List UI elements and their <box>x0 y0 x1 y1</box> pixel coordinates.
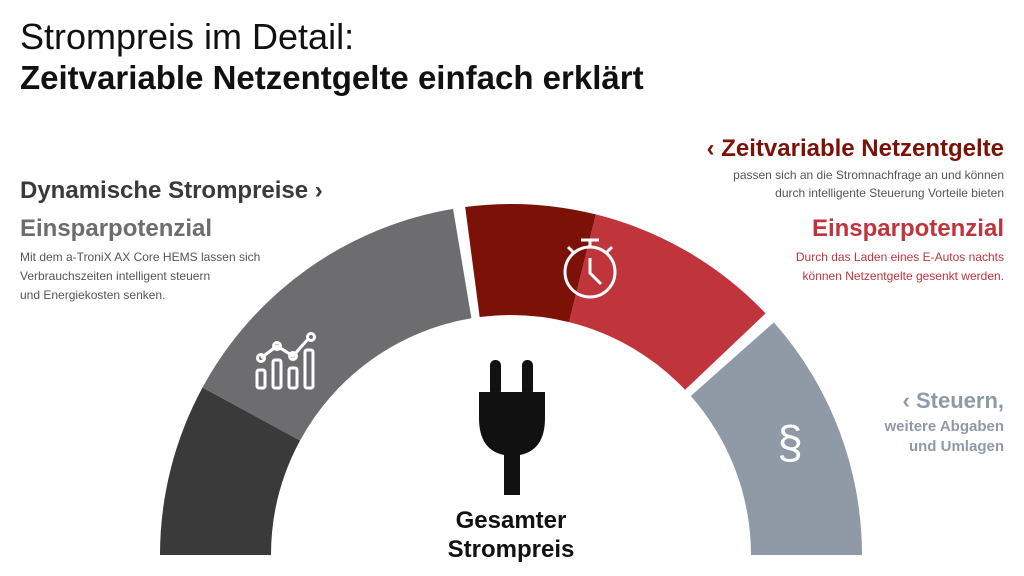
right-heading: ‹ Zeitvariable Netzentgelte <box>707 135 1004 162</box>
left-body: Mit dem a-TroniX AX Core HEMS lassen sic… <box>20 250 260 264</box>
paragraph-icon: § <box>777 416 803 468</box>
right-body2: können Netzentgelte gesenkt werden. <box>803 269 1004 283</box>
gauge-segment <box>569 214 766 390</box>
steuern-line: weitere Abgaben <box>884 418 1004 435</box>
left-subheading: Einsparpotenzial <box>20 215 212 242</box>
steuern-heading: ‹ Steuern, <box>903 388 1004 413</box>
gauge-segment <box>465 203 596 323</box>
plug-icon <box>479 360 545 495</box>
left-body: Verbrauchszeiten intelligent steuern <box>20 269 210 283</box>
center-label: Gesamter <box>456 507 567 534</box>
steuern-line: und Umlagen <box>909 438 1004 455</box>
title-line2: Zeitvariable Netzentgelte einfach erklär… <box>20 59 644 96</box>
right-subheading: Einsparpotenzial <box>812 215 1004 242</box>
title-line1: Strompreis im Detail: <box>20 16 354 57</box>
stopwatch-icon <box>563 238 617 299</box>
center-label: Strompreis <box>448 536 575 563</box>
gauge <box>160 203 862 555</box>
left-heading: Dynamische Strompreise › <box>20 177 323 204</box>
gauge-segment <box>690 322 862 555</box>
chart-icon <box>255 332 316 390</box>
gauge-segment <box>160 387 301 555</box>
left-body: und Energiekosten senken. <box>20 288 165 302</box>
right-body: durch intelligente Steuerung Vorteile bi… <box>775 186 1004 200</box>
gauge-segment <box>202 208 472 441</box>
right-body2: Durch das Laden eines E-Autos nachts <box>796 250 1004 264</box>
right-body: passen sich an die Stromnachfrage an und… <box>733 168 1004 182</box>
